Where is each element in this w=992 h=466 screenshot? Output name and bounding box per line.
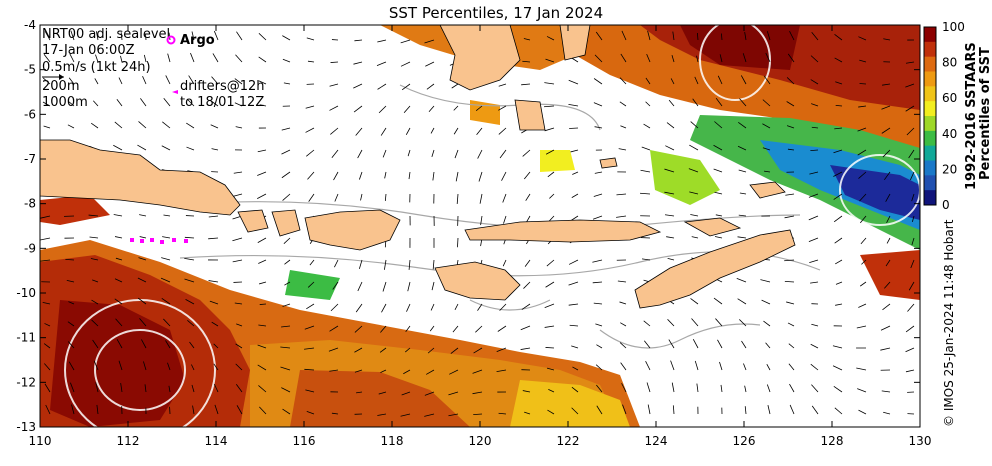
sea-level-contours <box>64 25 920 427</box>
x-tick-label: 118 <box>381 434 404 448</box>
map-legend: NRT00 adj. sealevel 17-Jan 06:00Z 0.5m/s… <box>42 27 265 110</box>
land-lombok <box>271 209 301 237</box>
x-tick-label: 114 <box>205 434 228 448</box>
colorbar-swatch <box>924 175 936 191</box>
legend-drifters: drifters@12h <box>180 79 265 94</box>
x-tick-label: 124 <box>645 434 668 448</box>
land-muna <box>514 99 546 131</box>
land-sumba <box>434 261 521 301</box>
colorbar-swatch <box>924 160 936 176</box>
land-masses <box>40 25 796 309</box>
map-title: SST Percentiles, 17 Jan 2024 <box>388 4 604 22</box>
land-sulawesi-east <box>559 25 591 61</box>
x-axis: 110 112 114 116 118 120 122 124 126 128 130 <box>29 25 932 448</box>
y-tick-label: -10 <box>16 286 36 300</box>
y-tick-label: -12 <box>16 375 36 389</box>
colorbar-tick-label: 60 <box>942 91 957 105</box>
y-tick-label: -8 <box>24 197 36 211</box>
colorbar-swatch <box>924 86 936 102</box>
colorbar-swatch <box>924 145 936 161</box>
land-sulawesi <box>439 25 521 91</box>
colorbar-frame <box>923 26 937 206</box>
x-tick-label: 116 <box>293 434 316 448</box>
y-tick-label: -6 <box>24 107 36 121</box>
colorbar-swatch <box>924 71 936 87</box>
colorbar-label-2: Percentiles of SST <box>978 47 992 180</box>
argo-icon <box>166 35 176 45</box>
y-tick-label: -9 <box>24 241 36 255</box>
land-alor <box>683 217 742 237</box>
land-wetar <box>749 181 786 199</box>
legend-product: NRT00 adj. sealevel <box>42 27 170 42</box>
x-tick-label: 130 <box>909 434 932 448</box>
credit-text: © IMOS 25-Jan-2024 11:48 Hobart <box>942 219 956 427</box>
y-tick-label: -7 <box>24 152 36 166</box>
land-sumbawa <box>304 209 401 251</box>
legend-scale: 0.5m/s (1kt 24h) <box>42 60 151 75</box>
colorbar-ticks: 100 80 60 40 20 0 <box>942 20 965 212</box>
sst-percentile-field <box>40 25 920 427</box>
colorbar-swatch <box>924 41 936 58</box>
colorbar <box>923 26 937 206</box>
colorbar-swatch <box>924 190 936 206</box>
legend-argo: Argo <box>180 33 215 48</box>
colorbar-tick-label: 40 <box>942 127 957 141</box>
colorbar-swatch <box>924 130 936 147</box>
x-tick-label: 120 <box>469 434 492 448</box>
land-flores <box>464 219 662 243</box>
x-tick-label: 126 <box>733 434 756 448</box>
land-timor <box>634 229 796 309</box>
legend-time: 17-Jan 06:00Z <box>42 43 135 58</box>
current-vectors <box>40 30 915 417</box>
legend-depth-1000: 1000m <box>42 95 88 110</box>
legend-depth-200: 200m <box>42 79 79 94</box>
drifter-tracks <box>130 238 188 244</box>
x-tick-label: 128 <box>821 434 844 448</box>
colorbar-label-1: 1992-2016 SSTAARS <box>964 42 979 190</box>
scale-arrowhead-icon <box>59 74 64 80</box>
x-tick-label: 122 <box>557 434 580 448</box>
land-java <box>40 139 241 216</box>
x-tick-label: 112 <box>117 434 140 448</box>
colorbar-swatch <box>924 56 936 72</box>
colorbar-swatch <box>924 116 936 132</box>
colorbar-swatch <box>924 101 936 117</box>
colorbar-tick-label: 20 <box>942 162 957 176</box>
colorbar-swatch <box>924 27 936 43</box>
colorbar-tick-label: 100 <box>942 20 965 34</box>
y-axis: -4 -5 -6 -7 -8 -9 -10 -11 -12 -13 <box>16 18 920 434</box>
colorbar-tick-label: 0 <box>942 198 950 212</box>
colorbar-tick-label: 80 <box>942 56 957 70</box>
y-tick-label: -4 <box>24 18 36 32</box>
legend-drifters-to: to 18/01 12Z <box>180 95 264 110</box>
y-tick-label: -11 <box>16 331 36 345</box>
y-tick-label: -5 <box>24 63 36 77</box>
land-bali <box>237 209 269 233</box>
y-tick-label: -13 <box>16 420 36 434</box>
x-tick-label: 110 <box>29 434 52 448</box>
drifter-icon <box>172 90 178 94</box>
